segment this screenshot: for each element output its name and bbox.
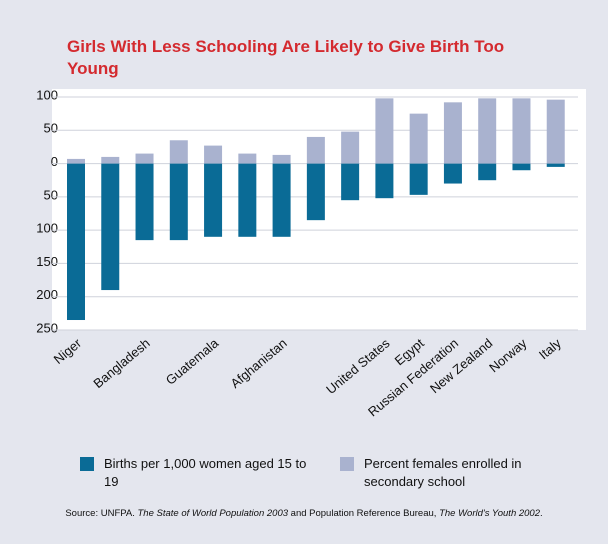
- y-tick-label: 100: [36, 87, 58, 102]
- bar: [272, 163, 291, 237]
- x-tick-label: Bangladesh: [90, 335, 152, 391]
- bar: [443, 163, 462, 184]
- bar: [135, 153, 154, 164]
- x-tick-label: Norway: [486, 335, 530, 375]
- y-tick-label: 250: [36, 320, 58, 335]
- y-tick-label: 100: [36, 221, 58, 236]
- bar: [169, 163, 188, 241]
- legend-label: Births per 1,000 women aged 15 to 19: [104, 456, 307, 489]
- bar: [546, 163, 565, 167]
- x-tick-label: Italy: [536, 335, 564, 362]
- x-tick-label: Guatemala: [163, 335, 222, 388]
- chart-title: Girls With Less Schooling Are Likely to …: [67, 37, 505, 78]
- y-tick-label: 0: [51, 154, 58, 169]
- bar: [512, 163, 531, 171]
- bar: [101, 156, 120, 164]
- source-part: The State of World Population 2003: [137, 508, 289, 519]
- bar: [204, 163, 223, 237]
- legend-label: Percent females enrolled in secondary sc…: [364, 456, 522, 489]
- y-tick-label: 50: [44, 121, 58, 136]
- bar: [306, 163, 325, 221]
- bar: [478, 98, 497, 164]
- bar: [169, 140, 188, 164]
- x-tick-label: United States: [323, 335, 393, 397]
- y-tick-label: 50: [44, 187, 58, 202]
- bar: [341, 131, 360, 164]
- legend-swatch: [340, 457, 354, 471]
- source-part: and Population Reference Bureau,: [288, 508, 440, 519]
- bar: [272, 154, 291, 164]
- bar: [409, 163, 428, 195]
- bar: [478, 163, 497, 181]
- bar: [341, 163, 360, 201]
- bar: [375, 98, 394, 164]
- bar: [204, 145, 223, 164]
- bar: [101, 163, 120, 291]
- bar: [512, 98, 531, 164]
- bar: [238, 163, 257, 237]
- bar: [67, 163, 85, 321]
- bar: [375, 163, 394, 199]
- y-tick-label: 200: [36, 287, 58, 302]
- bar: [238, 153, 257, 164]
- source-part: .: [540, 508, 543, 519]
- bar: [409, 113, 428, 164]
- legend-swatch: [80, 457, 94, 471]
- x-tick-label: Afghanistan: [227, 335, 289, 391]
- bar: [135, 163, 154, 241]
- source-part: The World's Youth 2002: [439, 508, 541, 519]
- source-note: Source: UNFPA. The State of World Popula…: [0, 508, 608, 519]
- bar: [67, 158, 85, 164]
- bar: [443, 102, 462, 164]
- bar: [546, 99, 565, 164]
- x-tick-label: Niger: [51, 335, 85, 367]
- source-part: Source: UNFPA.: [65, 508, 138, 519]
- y-tick-label: 150: [36, 254, 58, 269]
- bar: [306, 136, 325, 164]
